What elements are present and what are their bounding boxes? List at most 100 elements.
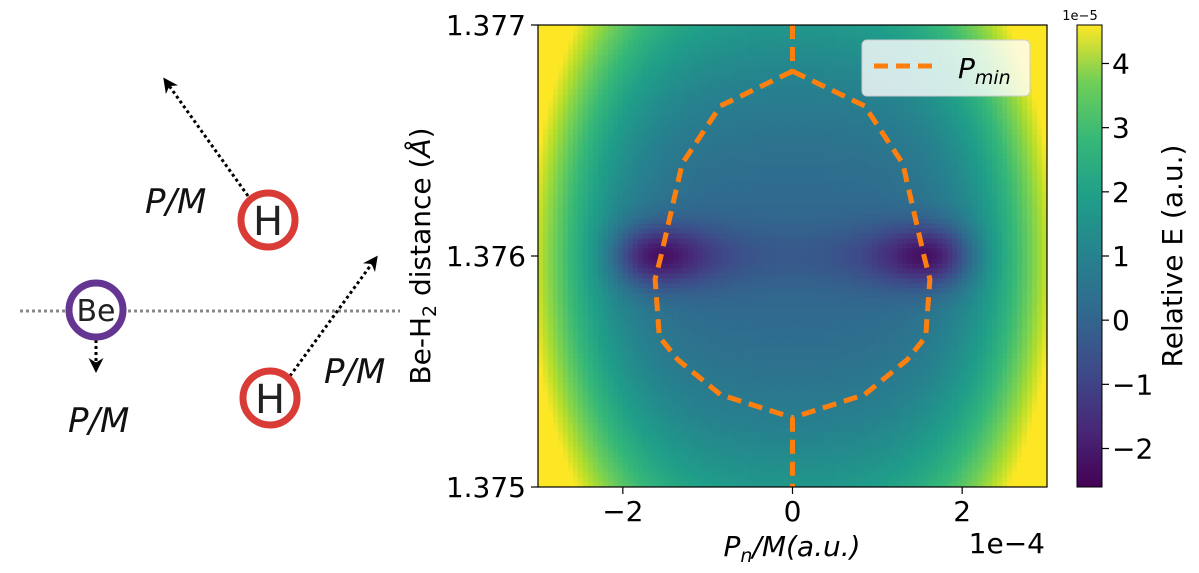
heatmap-cell (557, 44, 564, 51)
heatmap-cell (987, 198, 993, 205)
heatmap-cell (1037, 104, 1043, 111)
heatmap-cell (597, 134, 604, 140)
heatmap-cell (847, 243, 853, 250)
heatmap-cell (727, 79, 734, 86)
heatmap-cell (702, 154, 709, 160)
heatmap-cell (732, 94, 739, 101)
heatmap-cell (627, 39, 634, 46)
heatmap-cell (992, 144, 998, 150)
heatmap-cell (617, 258, 624, 265)
heatmap-cell (732, 213, 739, 220)
heatmap-cell (602, 159, 609, 165)
heatmap-cell (682, 233, 689, 240)
heatmap-cell (922, 25, 928, 31)
heatmap-cell (607, 243, 614, 250)
heatmap-cell (722, 228, 729, 235)
heatmap-cell (717, 233, 724, 240)
heatmap-cell (538, 74, 544, 81)
heatmap-cell (722, 84, 729, 91)
heatmap-cell (667, 183, 674, 190)
heatmap-cell (612, 119, 619, 125)
heatmap-cell (807, 29, 814, 36)
heatmap-cell (902, 198, 908, 205)
heatmap-cell (567, 25, 574, 31)
heatmap-cell (882, 109, 888, 116)
heatmap-cell (667, 238, 674, 245)
heatmap-cell (637, 258, 644, 265)
heatmap-cell (732, 174, 739, 180)
heatmap-cell (1012, 159, 1018, 165)
heatmap-cell (622, 144, 629, 150)
heatmap-cell (942, 109, 948, 116)
heatmap-cell (577, 253, 584, 260)
heatmap-cell (632, 253, 639, 260)
heatmap-cell (962, 159, 968, 165)
heatmap-cell (837, 203, 843, 210)
heatmap-cell (892, 218, 898, 225)
heatmap-cell (827, 49, 834, 56)
heatmap-cell (997, 134, 1003, 140)
heatmap-cell (852, 253, 858, 260)
heatmap-cell (667, 174, 674, 180)
heatmap-cell (722, 208, 729, 215)
heatmap-cell (827, 134, 834, 140)
heatmap-cell (697, 179, 704, 185)
heatmap-cell (952, 149, 958, 155)
heatmap-cell (1032, 89, 1038, 96)
heatmap-cell (792, 79, 799, 86)
heatmap-cell (982, 139, 988, 145)
heatmap-cell (912, 193, 918, 200)
heatmap-cell (967, 193, 973, 200)
heatmap-cell (652, 248, 659, 255)
heatmap-cell (737, 164, 744, 170)
heatmap-cell (542, 84, 549, 91)
heatmap-cell (932, 25, 938, 31)
heatmap-cell (637, 144, 644, 150)
heatmap-cell (747, 59, 754, 66)
heatmap-cell (662, 29, 669, 36)
heatmap-cell (538, 154, 544, 160)
heatmap-cell (902, 228, 908, 235)
heatmap-cell (677, 159, 684, 165)
heatmap-cell (622, 74, 629, 81)
heatmap-cell (812, 124, 819, 130)
heatmap-cell (707, 243, 714, 250)
heatmap-cell (702, 263, 709, 270)
heatmap-cell (567, 154, 574, 160)
heatmap-cell (827, 89, 834, 96)
heatmap-cell (892, 188, 898, 195)
heatmap-cell (772, 154, 779, 160)
heatmap-cell (597, 164, 604, 170)
heatmap-cell (782, 94, 789, 101)
heatmap-cell (682, 104, 689, 111)
heatmap-cell (547, 69, 554, 76)
heatmap-cell (692, 248, 699, 255)
heatmap-cell (747, 69, 754, 76)
heatmap-cell (687, 169, 694, 175)
heatmap-cell (937, 258, 943, 265)
heatmap-cell (887, 124, 893, 130)
heatmap-cell (832, 109, 839, 116)
heatmap-cell (957, 179, 963, 185)
heatmap-cell (662, 188, 669, 195)
heatmap-cell (767, 94, 774, 101)
heatmap-cell (932, 203, 938, 210)
heatmap-cell (907, 114, 913, 120)
heatmap-cell (657, 49, 664, 56)
heatmap-cell (632, 99, 639, 106)
heatmap-cell (642, 54, 649, 61)
heatmap-cell (647, 84, 654, 91)
heatmap-cell (762, 243, 769, 250)
heatmap-cell (907, 174, 913, 180)
heatmap-cell (747, 144, 754, 150)
heatmap-cell (612, 248, 619, 255)
heatmap-cell (677, 54, 684, 61)
heatmap-cell (832, 74, 839, 81)
heatmap-cell (697, 174, 704, 180)
heatmap-cell (672, 134, 679, 140)
heatmap-cell (567, 248, 574, 255)
heatmap-cell (872, 104, 878, 111)
heatmap-cell (667, 69, 674, 76)
heatmap-cell (802, 228, 809, 235)
heatmap-cell (572, 94, 579, 101)
